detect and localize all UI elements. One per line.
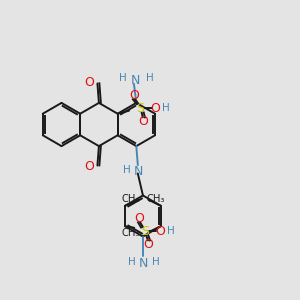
Text: O: O (134, 212, 144, 225)
Text: H: H (128, 257, 135, 267)
Text: H: H (152, 257, 159, 267)
Text: H: H (122, 165, 130, 175)
Text: CH₃: CH₃ (122, 194, 140, 203)
Text: CH₃: CH₃ (122, 229, 140, 238)
Text: H: H (162, 103, 170, 113)
Text: S: S (141, 225, 149, 238)
Text: H: H (167, 226, 174, 236)
Text: N: N (131, 74, 140, 87)
Text: CH₃: CH₃ (146, 194, 164, 203)
Text: O: O (139, 115, 148, 128)
Text: N: N (139, 256, 148, 269)
Text: O: O (151, 102, 160, 115)
Text: S: S (136, 102, 144, 115)
Text: O: O (84, 160, 94, 172)
Text: O: O (155, 225, 165, 238)
Text: O: O (144, 238, 154, 251)
Text: H: H (118, 74, 126, 83)
Text: O: O (84, 76, 94, 89)
Text: N: N (134, 165, 143, 178)
Text: H: H (146, 74, 153, 83)
Text: O: O (129, 88, 139, 102)
